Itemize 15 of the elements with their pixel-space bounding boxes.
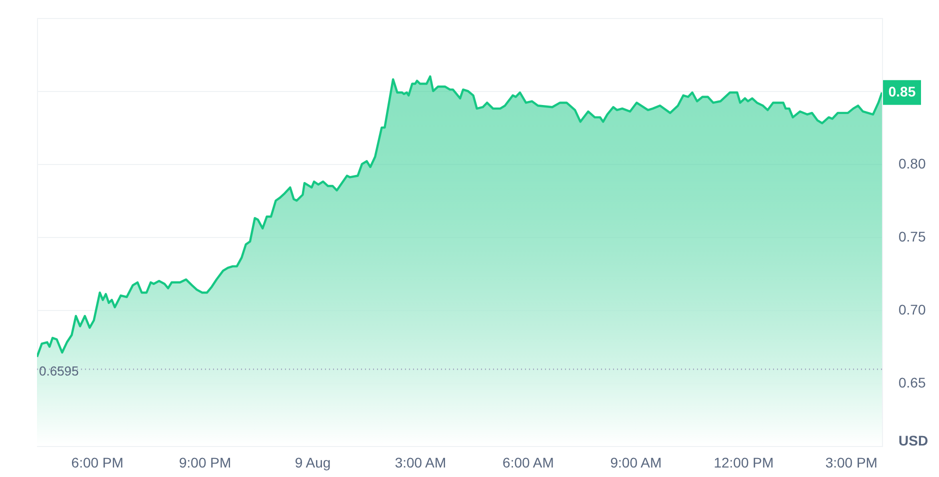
x-tick-label: 3:00 PM — [825, 454, 878, 470]
x-tick-label: 9 Aug — [294, 454, 331, 470]
y-tick-label: 0.70 — [898, 302, 926, 318]
x-tick-label: 9:00 PM — [178, 454, 232, 470]
x-tick-label: 3:00 AM — [394, 454, 446, 470]
x-tick-label: 6:00 AM — [502, 454, 554, 470]
x-tick-label: 12:00 PM — [714, 454, 774, 470]
y-axis-title: USD — [898, 432, 928, 448]
x-tick-label: 9:00 AM — [610, 454, 662, 470]
ref-line-label: 0.6595 — [39, 363, 79, 378]
y-tick-label: 0.65 — [898, 374, 926, 391]
y-tick-label: 0.80 — [898, 156, 926, 172]
y-tick-label: 0.75 — [898, 228, 926, 245]
x-tick-label: 6:00 PM — [71, 454, 124, 470]
annotation: 0.85 — [888, 84, 916, 100]
